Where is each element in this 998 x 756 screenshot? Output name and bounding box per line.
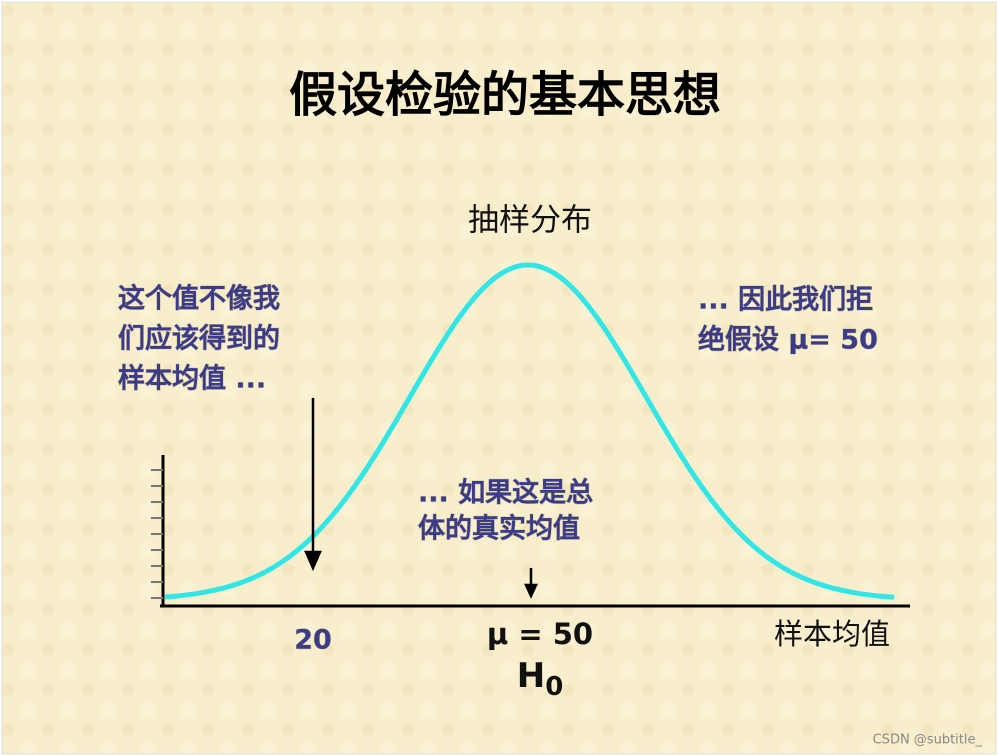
note-line: 们应该得到的: [118, 323, 280, 355]
x-axis-label: 样本均值: [774, 617, 890, 651]
left-note: 这个值不像我们应该得到的样本均值 ...: [118, 282, 281, 395]
sample-mark: 20: [294, 625, 332, 656]
note-line: 体的真实均值: [418, 513, 580, 545]
hypothesis-subscript: 0: [545, 672, 563, 702]
curve-label: 抽样分布: [468, 203, 592, 239]
watermark: CSDN @subtitle_: [873, 733, 983, 748]
hypothesis: H0: [517, 656, 564, 702]
arrows: [304, 398, 538, 600]
note-line: ... 因此我们拒: [698, 285, 873, 316]
axes: [160, 455, 910, 608]
axis-ticks: [151, 469, 163, 599]
note-line: 这个值不像我: [118, 283, 280, 315]
note-line: 样本均值 ...: [118, 363, 266, 395]
mean-mark: μ = 50: [487, 617, 593, 651]
title: 假设检验的基本思想: [289, 67, 721, 123]
bell-curve: [164, 262, 895, 600]
hypothesis-main: H: [517, 656, 545, 696]
note-line: ... 如果这是总: [418, 477, 593, 509]
note-line: 绝假设 μ= 50: [698, 324, 878, 356]
